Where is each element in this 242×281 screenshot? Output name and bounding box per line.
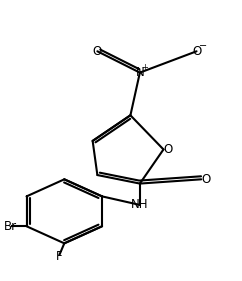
Text: O: O [202, 173, 211, 186]
Text: N: N [136, 66, 144, 79]
Text: +: + [142, 63, 148, 72]
Text: −: − [199, 41, 207, 51]
Text: O: O [93, 45, 102, 58]
Text: Br: Br [3, 220, 17, 233]
Text: O: O [163, 143, 172, 156]
Text: NH: NH [131, 198, 149, 211]
Text: O: O [192, 45, 201, 58]
Text: F: F [56, 250, 63, 263]
